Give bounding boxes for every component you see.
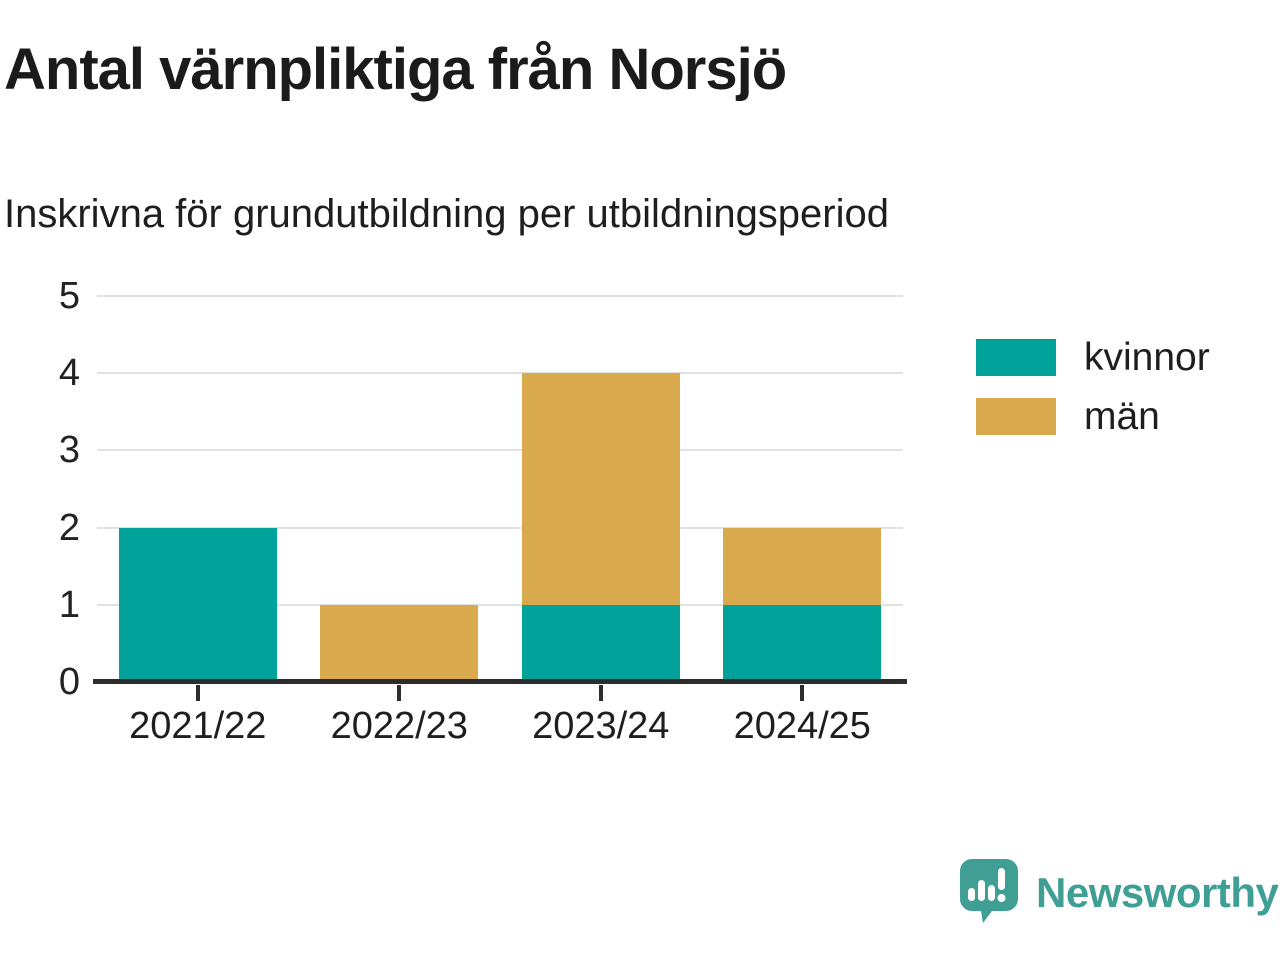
x-tick-2023/24 bbox=[598, 685, 603, 701]
gridline-1 bbox=[97, 603, 903, 606]
bar-segment-män-2023/24 bbox=[521, 373, 680, 605]
y-tick-label-3: 3 bbox=[58, 429, 80, 472]
y-tick-label-4: 4 bbox=[58, 352, 80, 395]
bar-segment-kvinnor-2021/22 bbox=[118, 527, 277, 682]
kvinnor-swatch bbox=[976, 339, 1056, 376]
bar-segment-män-2024/25 bbox=[723, 527, 882, 605]
chart-title: Antal värnpliktiga från Norsjö bbox=[4, 37, 787, 102]
x-axis-line bbox=[93, 679, 907, 684]
chart-subtitle: Inskrivna för grundutbildning per utbild… bbox=[4, 192, 889, 236]
y-tick-label-0: 0 bbox=[58, 661, 80, 703]
gridline-2 bbox=[97, 526, 903, 529]
man-swatch bbox=[976, 398, 1056, 435]
newsworthy-logo-icon bbox=[956, 856, 1022, 929]
bar-stack-2022/23 bbox=[320, 604, 479, 682]
x-tick-2021/22 bbox=[195, 685, 200, 701]
x-tick-2024/25 bbox=[800, 685, 805, 701]
x-tick-label-2021/22: 2021/22 bbox=[129, 705, 267, 747]
y-tick-label-1: 1 bbox=[58, 583, 80, 626]
x-tick-2022/23 bbox=[397, 685, 402, 701]
plot-area: 0 1 2 3 4 5 2021/22 2022/23 2023/24 2024/25 bbox=[59, 277, 907, 747]
x-tick-label-2024/25: 2024/25 bbox=[733, 705, 871, 747]
gridline-5 bbox=[97, 295, 903, 297]
legend-item-kvinnor: kvinnor bbox=[976, 338, 1210, 377]
bar-segment-män-2022/23 bbox=[320, 604, 479, 682]
bar-stack-2021/22 bbox=[118, 527, 277, 682]
gridline-3 bbox=[97, 449, 903, 452]
bar-segment-kvinnor-2024/25 bbox=[723, 604, 882, 682]
bar-stack-2024/25 bbox=[723, 527, 882, 682]
x-tick-label-2022/23: 2022/23 bbox=[330, 705, 468, 747]
legend-label-man: män bbox=[1084, 395, 1160, 438]
branding: Newsworthy bbox=[956, 856, 1279, 929]
legend-label-kvinnor: kvinnor bbox=[1084, 336, 1210, 379]
y-tick-label-2: 2 bbox=[58, 506, 80, 549]
gridline-4 bbox=[97, 372, 903, 375]
legend: kvinnor män bbox=[976, 338, 1210, 436]
bar-segment-kvinnor-2023/24 bbox=[521, 604, 680, 682]
y-tick-label-5: 5 bbox=[58, 275, 80, 317]
newsworthy-logo-text: Newsworthy bbox=[1036, 868, 1279, 916]
bar-stack-2023/24 bbox=[521, 373, 680, 682]
legend-item-man: män bbox=[976, 397, 1210, 436]
x-tick-label-2023/24: 2023/24 bbox=[532, 705, 670, 747]
